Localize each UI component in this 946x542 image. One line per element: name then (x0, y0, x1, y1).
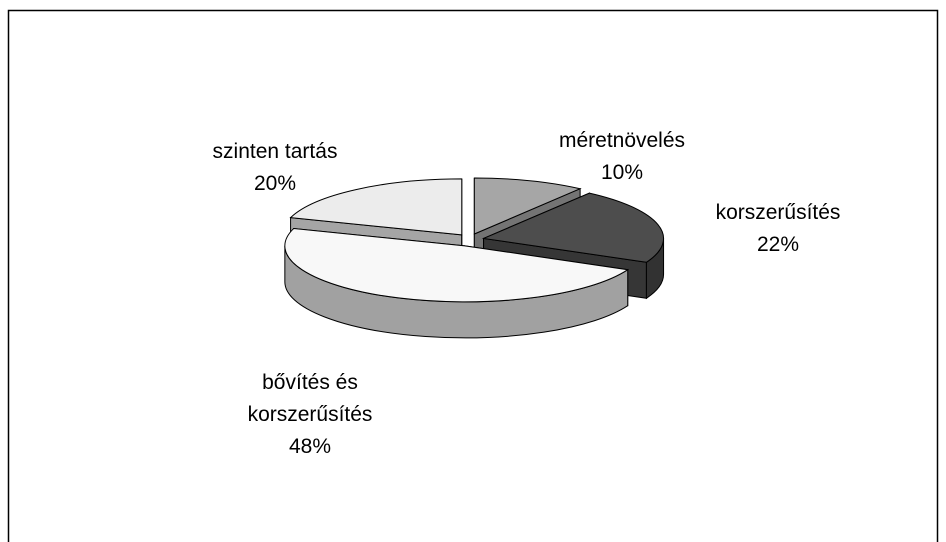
slice-top (289, 178, 463, 236)
value-label: 10% (600, 161, 644, 184)
slice-label: szinten tartás 20% (213, 136, 338, 200)
slice-top (284, 228, 630, 303)
slice-label: méretnövelés 10% (559, 125, 685, 189)
category-label: korszerűsítés (715, 201, 841, 224)
slice-top (481, 192, 665, 263)
value-label: 20% (253, 172, 297, 195)
value-label: 48% (288, 435, 332, 458)
category-label: méretnövelés (558, 129, 686, 152)
category-label: szinten tartás (212, 140, 338, 163)
slice-label: bővítés és korszerűsítés 48% (225, 367, 395, 463)
slice-label: korszerűsítés 22% (716, 197, 841, 261)
slice-top (473, 177, 582, 235)
value-label: 22% (756, 233, 800, 256)
slice (284, 227, 630, 339)
category-label: bővítés és korszerűsítés (247, 371, 373, 426)
